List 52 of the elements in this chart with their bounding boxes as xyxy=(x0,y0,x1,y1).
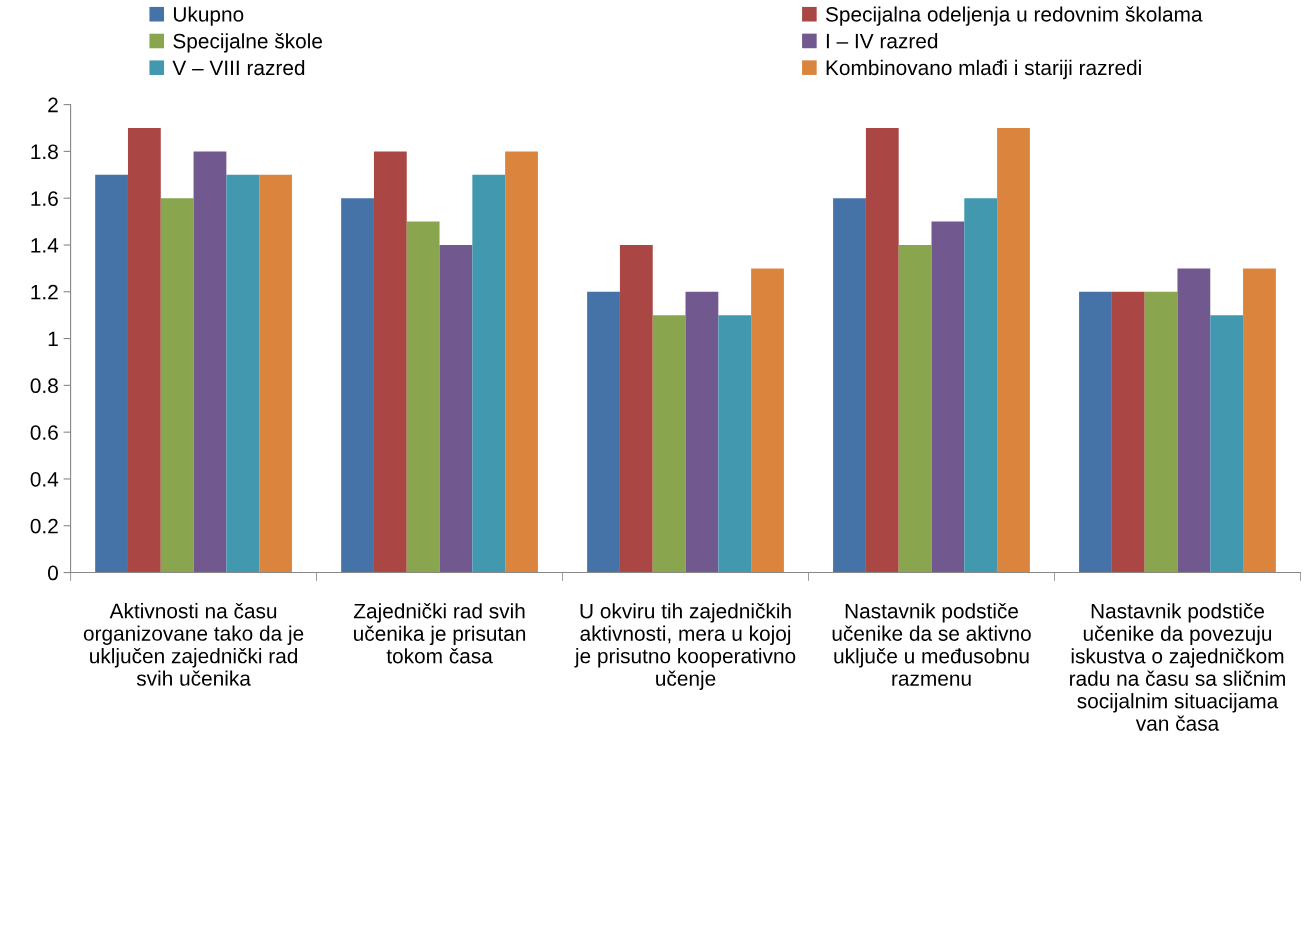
bar xyxy=(1243,268,1276,573)
bar xyxy=(718,315,752,573)
bar xyxy=(226,174,260,573)
legend-label: Specijalna odeljenja u redovnim školama xyxy=(825,6,1203,26)
bar xyxy=(619,244,653,573)
legend-label: Kombinovano mlađi i stariji razredi xyxy=(826,59,1141,80)
x-tick-label: U okviru tih zajedničkih aktivnosti, mera u kojoj je prisutno kooperativno učenje xyxy=(574,603,796,690)
bar xyxy=(406,221,440,573)
bar xyxy=(833,198,866,573)
legend-label: I – IV razred xyxy=(826,33,938,49)
legend-label: Specijalne škole xyxy=(173,33,322,53)
bar xyxy=(193,151,227,573)
bar xyxy=(160,198,194,573)
bar xyxy=(1177,268,1211,573)
y-tick-label: 2 xyxy=(48,97,58,113)
bar xyxy=(127,128,161,573)
bar xyxy=(95,174,128,573)
bar xyxy=(652,315,686,573)
bar xyxy=(865,128,899,573)
x-tick-label: Nastavnik podstiče učenike da povezuju iskustva o zajedničkom radu na času sa sličnim socijalnim situacijama van časa xyxy=(1070,603,1285,731)
bar xyxy=(1210,315,1244,573)
bar xyxy=(472,174,506,573)
bar xyxy=(259,174,292,573)
y-tick-label: 1.6 xyxy=(31,191,58,206)
y-tick-label: 0 xyxy=(48,565,58,581)
bar xyxy=(587,291,620,573)
bar xyxy=(931,221,965,573)
bar xyxy=(1111,291,1145,573)
legend-label: Ukupno xyxy=(173,6,244,26)
legend-label: V – VIII razred xyxy=(172,59,305,76)
x-tick-label: Aktivnosti na času organizovane tako da je uključen zajednički rad svih učenika xyxy=(83,603,304,686)
bar xyxy=(685,291,719,573)
y-tick-label: 0.6 xyxy=(30,425,58,440)
y-tick-label: 0.4 xyxy=(30,471,59,487)
bar xyxy=(1079,291,1112,573)
bar xyxy=(341,198,374,573)
y-tick-label: 0.8 xyxy=(30,378,58,394)
bar xyxy=(751,268,784,573)
y-tick-label: 1.4 xyxy=(31,238,59,253)
y-tick-label: 1 xyxy=(48,331,58,347)
bar xyxy=(997,128,1030,573)
y-tick-label: 1.8 xyxy=(31,144,58,160)
y-tick-label: 0.2 xyxy=(30,518,58,534)
x-tick-label: Zajednički rad svih učenika je prisutan tokom časa xyxy=(353,603,526,664)
bar xyxy=(505,151,538,573)
y-tick-label: 1.2 xyxy=(31,284,58,300)
bar xyxy=(898,244,932,573)
bar xyxy=(373,151,407,573)
bar xyxy=(964,198,998,573)
bar xyxy=(1144,291,1178,573)
bar xyxy=(439,244,473,573)
x-tick-label: Nastavnik podstiče učenike da se aktivno uključe u međusobnu razmenu xyxy=(832,603,1031,686)
